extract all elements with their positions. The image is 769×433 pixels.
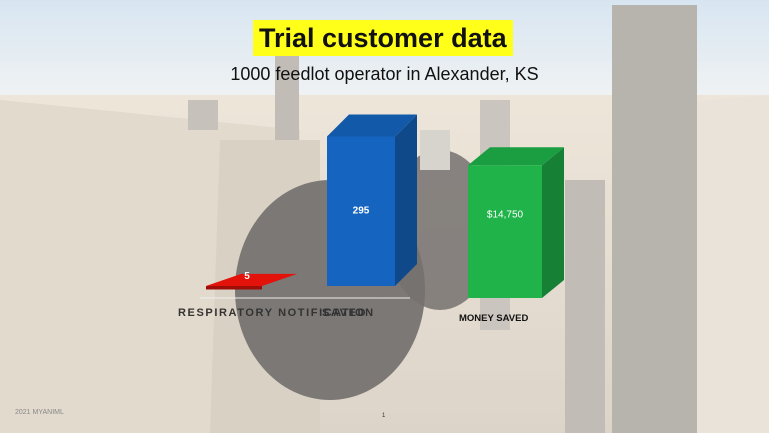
fence-rail: [565, 180, 605, 433]
person-figure: [420, 130, 450, 170]
fence-post: [612, 5, 697, 433]
page-title: Trial customer data: [259, 22, 507, 53]
bar-respiratory-notification: [206, 273, 298, 286]
bar-saved-top: [327, 114, 417, 137]
data-label-respiratory: 5: [244, 271, 250, 282]
category-label-saved: SAVED: [322, 307, 368, 319]
footer-text: 2021 MYANIML: [15, 409, 64, 416]
bar-respiratory-front: [206, 286, 262, 290]
page-number: 1: [382, 413, 386, 419]
cow-head: [290, 310, 370, 390]
category-label-respiratory: RESPIRATORY NOTIFICATION: [178, 307, 375, 319]
page-subtitle: 1000 feedlot operator in Alexander, KS: [230, 64, 539, 84]
data-label-saved: 295: [353, 205, 370, 216]
bar-money-saved-top: [468, 147, 564, 166]
title-highlight: Trial customer data: [253, 20, 513, 56]
data-label-money-saved: $14,750: [487, 210, 524, 221]
category-label-money-saved: MONEY SAVED: [459, 313, 529, 324]
fence-post: [188, 100, 218, 130]
bar-saved-side: [395, 114, 417, 287]
bar-money-saved-side: [542, 147, 564, 298]
fence-post: [275, 40, 299, 140]
bar-money-saved: [468, 165, 542, 298]
bar-saved: [327, 136, 395, 286]
